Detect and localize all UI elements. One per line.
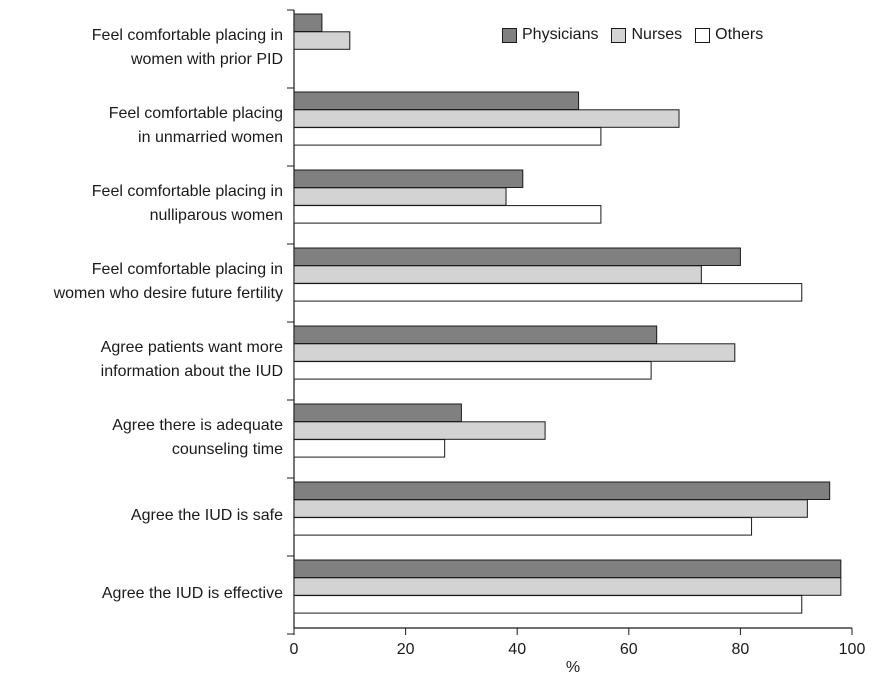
x-tick-label: 0 xyxy=(290,641,299,658)
x-tick-label: 60 xyxy=(620,641,638,658)
x-axis-label: % xyxy=(566,659,580,676)
bar-others xyxy=(293,205,602,224)
bar-nurses xyxy=(293,187,507,206)
x-tick-label: 80 xyxy=(732,641,750,658)
bar-others xyxy=(293,127,602,146)
category-label-line: Agree patients want more xyxy=(100,339,283,356)
bar-physicians xyxy=(293,559,842,578)
category-label-line: nulliparous women xyxy=(149,207,283,224)
bar-physicians xyxy=(293,169,524,188)
bar-nurses xyxy=(293,577,842,596)
legend-label-nurses: Nurses xyxy=(631,26,683,43)
category-label-line: women who desire future fertility xyxy=(53,285,283,302)
x-tick-label: 100 xyxy=(839,641,866,658)
legend-label-others: Others xyxy=(715,26,764,43)
category-label: Agree patients want more information abou… xyxy=(101,336,283,384)
bar-nurses xyxy=(293,343,736,362)
category-label: Agree there is adequate counseling time xyxy=(112,414,283,462)
bar-nurses xyxy=(293,31,351,50)
bar-physicians xyxy=(293,91,580,110)
bar-nurses xyxy=(293,109,680,128)
x-tick-label: 20 xyxy=(397,641,415,658)
legend-swatch-physicians xyxy=(502,27,517,43)
category-label-line: Feel comfortable placing in xyxy=(91,27,283,44)
category-label-line: Agree there is adequate xyxy=(112,417,283,434)
legend-item-nurses: Nurses xyxy=(611,26,682,44)
legend-swatch-nurses xyxy=(611,27,627,43)
category-label: Agree the IUD is effective xyxy=(102,582,283,606)
bar-others xyxy=(293,517,753,536)
bar-others xyxy=(293,283,803,302)
bar-nurses xyxy=(293,265,702,284)
category-label-line: information about the IUD xyxy=(100,363,283,380)
legend-item-physicians: Physicians xyxy=(502,26,598,44)
bar-physicians xyxy=(293,247,741,266)
category-label-line: Feel comfortable placing xyxy=(108,105,283,122)
category-label: Feel comfortable placing in unmarried wom… xyxy=(109,102,283,150)
bar-physicians xyxy=(293,13,323,32)
bar-physicians xyxy=(293,481,831,500)
legend-label-physicians: Physicians xyxy=(522,26,599,43)
legend: Physicians Nurses Others xyxy=(502,26,776,44)
bar-physicians xyxy=(293,325,658,344)
category-label-line: Feel comfortable placing in xyxy=(91,183,283,200)
bar-others xyxy=(293,439,446,458)
bar-nurses xyxy=(293,421,546,440)
x-tick-label: 40 xyxy=(508,641,526,658)
bar-others xyxy=(293,361,652,380)
category-label: Agree the IUD is safe xyxy=(131,504,283,528)
category-label-line: women with prior PID xyxy=(130,51,283,68)
category-label-line: Agree the IUD is safe xyxy=(130,507,283,524)
category-label: Feel comfortable placing in women who des… xyxy=(54,258,283,306)
category-label-line: Feel comfortable placing in xyxy=(91,261,283,278)
category-label-line: counseling time xyxy=(171,441,283,458)
category-label-line: Agree the IUD is effective xyxy=(101,585,283,602)
category-label: Feel comfortable placing in women with pr… xyxy=(92,24,283,72)
legend-swatch-others xyxy=(695,27,711,43)
legend-item-others: Others xyxy=(695,26,763,44)
category-label-line: in unmarried women xyxy=(138,129,283,146)
bar-nurses xyxy=(293,499,808,518)
category-label: Feel comfortable placing in nulliparous w… xyxy=(92,180,283,228)
bar-physicians xyxy=(293,403,462,422)
bar-others xyxy=(293,595,803,614)
